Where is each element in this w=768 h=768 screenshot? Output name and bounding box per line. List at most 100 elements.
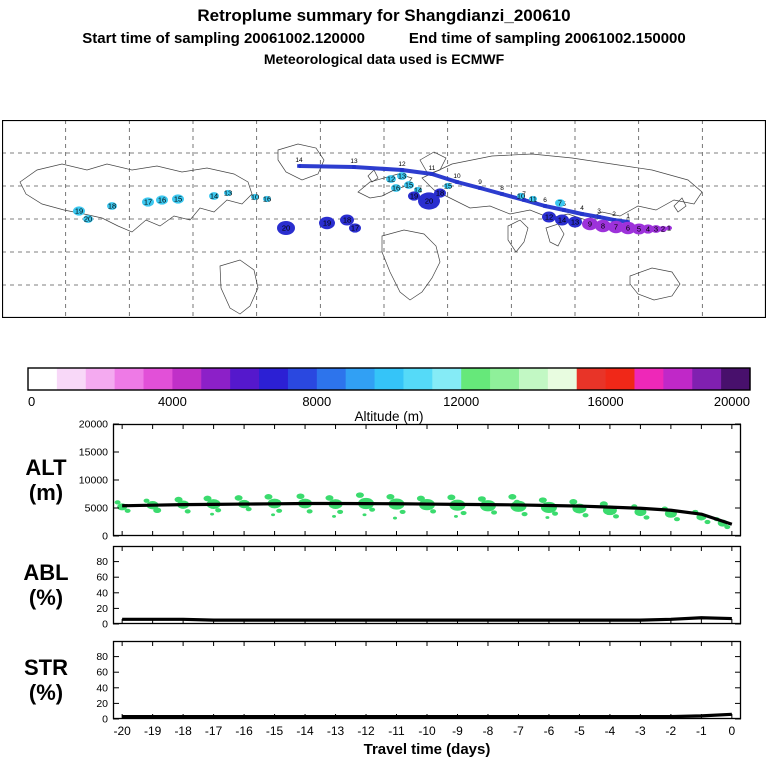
y-tick-label: 40 <box>96 587 108 599</box>
svg-text:7: 7 <box>614 223 618 232</box>
cluster-blob <box>404 181 414 189</box>
trajectory-marker <box>400 168 404 172</box>
altitude-scatter-point <box>392 516 397 520</box>
cluster-blob <box>156 195 168 205</box>
svg-text:12: 12 <box>398 161 406 168</box>
trajectory-marker <box>612 218 616 222</box>
world-map: 1413121110987654321192018171615141310162… <box>2 120 766 318</box>
trajectory-marker <box>430 172 434 176</box>
cluster-blob <box>142 197 154 207</box>
x-tick-label: -5 <box>574 724 585 738</box>
svg-text:9: 9 <box>478 179 482 186</box>
svg-text:1: 1 <box>667 224 671 233</box>
colorbar-cell <box>259 368 289 390</box>
y-tick-label: 15000 <box>79 447 108 459</box>
altitude-scatter-point <box>362 513 367 517</box>
abl-label-main: ABL <box>23 560 69 585</box>
y-tick-label: 20 <box>96 603 108 615</box>
colorbar-cell <box>143 368 173 390</box>
svg-text:7: 7 <box>558 199 562 208</box>
altitude-scatter-point <box>234 495 243 501</box>
cluster-blob <box>555 214 569 226</box>
trajectory-marker <box>297 164 301 168</box>
colorbar-tick-label: 16000 <box>588 394 624 409</box>
svg-text:13: 13 <box>350 158 358 165</box>
altitude-scatter-point <box>271 513 276 517</box>
altitude-colorbar: 0 4000 8000 12000 16000 20000 Altitude (m) <box>27 367 751 424</box>
altitude-scatter-point <box>399 509 406 515</box>
cluster-blob <box>172 194 184 204</box>
cluster-blob <box>349 223 361 233</box>
cluster-blob <box>107 202 117 210</box>
altitude-scatter-point <box>545 516 550 519</box>
altitude-scatter-point <box>643 515 650 520</box>
x-tick-label: -13 <box>327 724 345 738</box>
svg-text:4: 4 <box>580 205 584 212</box>
svg-text:17: 17 <box>144 198 152 207</box>
cluster-blob <box>659 225 667 233</box>
colorbar-cell <box>721 368 751 390</box>
y-tick-label: 40 <box>96 682 108 694</box>
altitude-scatter-point <box>538 497 547 503</box>
altitude-scatter-point <box>386 494 395 500</box>
altitude-scatter-point <box>124 508 131 513</box>
panel-alt: 0 5000 10000 15000 20000 <box>79 419 742 543</box>
cluster-blob <box>434 188 446 198</box>
colorbar-cell <box>374 368 405 390</box>
x-tick-label: -15 <box>266 724 284 738</box>
svg-text:19: 19 <box>75 207 83 216</box>
trajectory-marker <box>478 186 482 190</box>
colorbar-cell <box>230 368 260 390</box>
cluster-blob <box>391 184 401 192</box>
trajectory-marker <box>522 198 526 202</box>
svg-text:13: 13 <box>398 172 406 181</box>
colorbar-cell <box>634 368 664 390</box>
altitude-scatter-point <box>264 494 273 500</box>
x-tick-label: -12 <box>357 724 375 738</box>
svg-text:2: 2 <box>661 225 665 234</box>
y-tick-label: 60 <box>96 667 108 679</box>
map-border <box>2 120 766 318</box>
svg-text:20: 20 <box>282 224 290 233</box>
x-tick-label: -11 <box>388 724 405 738</box>
abl-axis-label: ABL (%) <box>6 560 86 610</box>
svg-text:16: 16 <box>158 196 166 205</box>
y-tick-label: 5000 <box>85 503 109 515</box>
cluster-blob <box>73 206 85 216</box>
alt-axis-label: ALT (m) <box>6 455 86 505</box>
str-label-sub: (%) <box>28 680 64 705</box>
altitude-scatter-point <box>477 496 486 502</box>
altitude-scatter-point <box>332 515 337 518</box>
y-tick-label: 0 <box>102 714 108 726</box>
cluster-blob <box>651 225 661 233</box>
y-tick-label: 0 <box>102 531 108 543</box>
cluster-blob <box>414 186 422 194</box>
start-time-text: Start time of sampling 20061002.120000 <box>82 30 365 47</box>
cluster-blob <box>555 199 565 207</box>
altitude-scatter-point <box>114 500 121 505</box>
colorbar-cell <box>287 368 318 390</box>
page-title: Retroplume summary for Shangdianzi_20061… <box>197 6 571 25</box>
colorbar-cell <box>663 368 693 390</box>
svg-text:8: 8 <box>500 185 504 192</box>
trajectory-marker <box>597 215 601 219</box>
y-tick-label: 60 <box>96 572 108 584</box>
cluster-blob <box>632 223 646 235</box>
cluster-blob <box>319 216 335 230</box>
svg-text:20: 20 <box>425 197 433 206</box>
y-tick-label: 10000 <box>79 475 108 487</box>
alt-label-sub: (m) <box>28 480 64 505</box>
cluster-blob <box>444 182 452 190</box>
cluster-blob <box>666 225 672 231</box>
svg-text:14: 14 <box>414 186 422 195</box>
altitude-scatter-point <box>276 508 283 513</box>
svg-text:6: 6 <box>626 224 630 233</box>
x-tick-label: -3 <box>635 724 646 738</box>
svg-text:18: 18 <box>343 216 351 225</box>
x-axis-label: Travel time (days) <box>363 741 491 758</box>
altitude-scatter-point <box>210 512 215 516</box>
x-tick-label: -7 <box>513 724 524 738</box>
timeseries-panels: 0 5000 10000 15000 20000 0 20 40 60 80 0 20 40 60 80 -2… <box>79 419 742 738</box>
cluster-blob <box>620 221 636 235</box>
colorbar-cell <box>345 368 376 390</box>
